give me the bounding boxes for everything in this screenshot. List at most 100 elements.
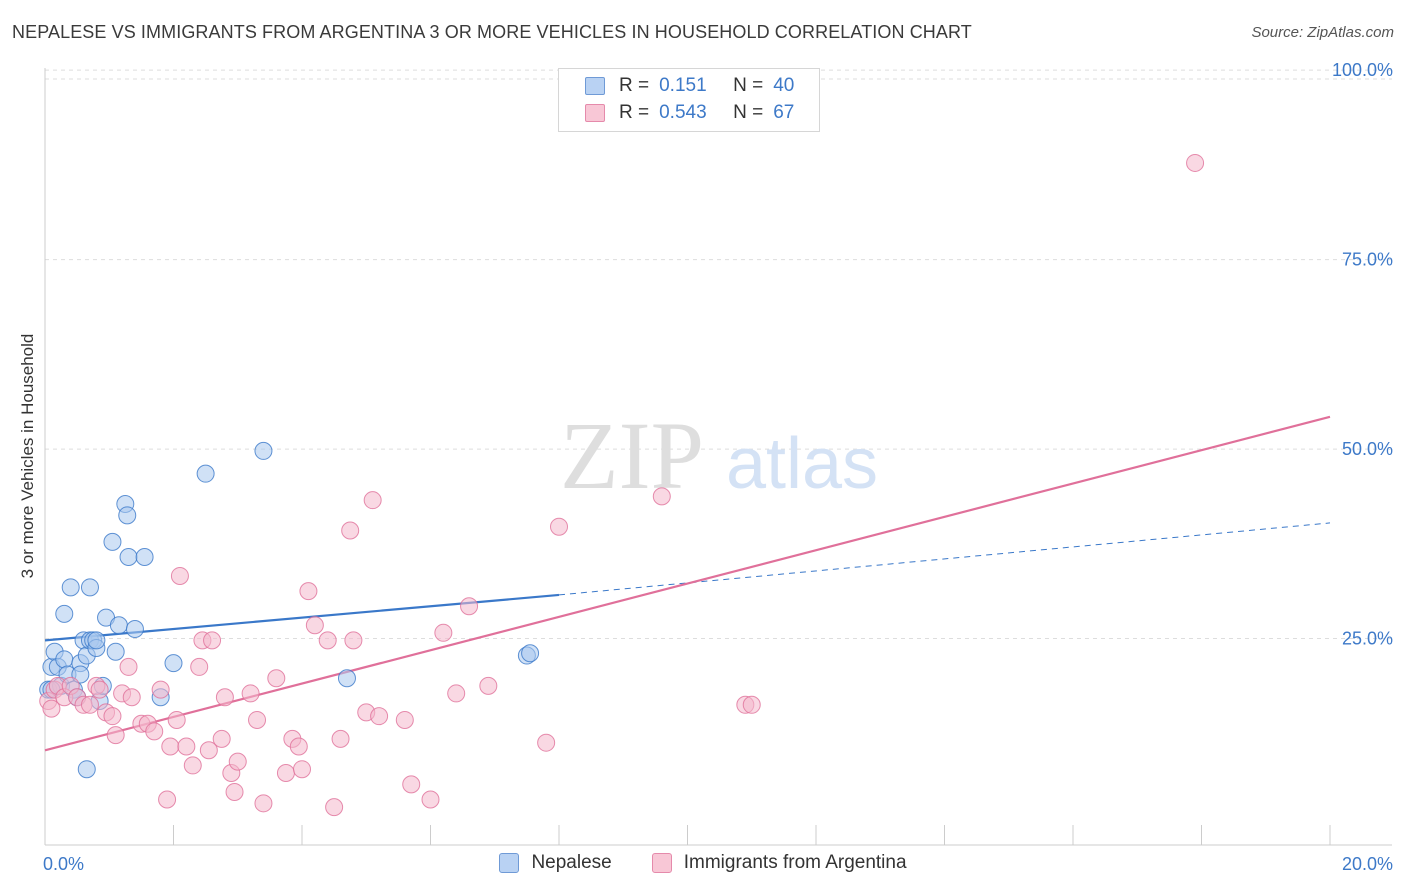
series-swatch-argentina — [651, 853, 672, 873]
y-axis-label: 3 or more Vehicles in Household — [18, 333, 37, 579]
legend-r-label: R = — [619, 102, 650, 123]
source-note: Source: ZipAtlas.com — [1251, 24, 1394, 41]
point-argentina — [289, 737, 308, 756]
point-argentina — [550, 517, 568, 536]
point-nepalese — [135, 548, 154, 567]
point-nepalese — [254, 441, 273, 460]
point-argentina — [190, 657, 209, 676]
y-tick-label: 75.0% — [1342, 250, 1393, 270]
point-argentina — [267, 669, 286, 688]
point-nepalese — [337, 669, 356, 688]
legend-row-argentina: R = 0.543 N = 67 — [585, 100, 794, 126]
point-argentina — [325, 798, 344, 817]
point-argentina — [318, 631, 337, 650]
legend-r-value-nepalese: 0.151 — [659, 75, 707, 96]
legend-n-value-argentina: 67 — [773, 102, 795, 123]
point-argentina — [80, 695, 99, 714]
point-argentina — [276, 764, 295, 783]
y-tick-label: 100.0% — [1332, 60, 1393, 80]
point-argentina — [248, 710, 267, 729]
point-nepalese — [164, 654, 183, 673]
point-argentina — [212, 729, 231, 748]
point-nepalese — [118, 506, 137, 525]
point-nepalese — [125, 620, 144, 639]
legend-r-label: R = — [619, 75, 650, 96]
point-argentina — [344, 631, 363, 650]
point-argentina — [402, 775, 421, 794]
point-argentina — [447, 684, 466, 703]
point-argentina — [215, 688, 234, 707]
point-argentina — [460, 597, 479, 616]
point-argentina — [225, 782, 244, 801]
point-argentina — [199, 741, 218, 760]
point-argentina — [90, 680, 109, 699]
legend-n-label: N = — [733, 102, 764, 123]
point-argentina — [151, 680, 170, 699]
point-nepalese — [80, 578, 99, 597]
point-argentina — [161, 737, 180, 756]
point-argentina — [241, 684, 260, 703]
legend-r-value-argentina: 0.543 — [659, 102, 707, 123]
point-nepalese — [103, 532, 122, 551]
watermark: ZIP atlas — [560, 402, 878, 509]
point-argentina — [331, 729, 350, 748]
legend-row-nepalese: R = 0.151 N = 40 — [585, 73, 794, 99]
trend-line-dashed-nepalese — [558, 522, 1331, 596]
legend-n-value-nepalese: 40 — [773, 75, 795, 96]
point-argentina — [122, 688, 141, 707]
point-argentina — [341, 521, 360, 540]
series-label-argentina: Immigrants from Argentina — [683, 852, 907, 873]
point-nepalese — [55, 650, 74, 669]
point-nepalese — [119, 548, 138, 567]
axes — [44, 68, 1392, 846]
point-argentina — [1186, 153, 1205, 172]
legend-swatch-argentina — [585, 104, 605, 122]
series-legend: Nepalese Immigrants from Argentina — [0, 852, 1406, 874]
series-legend-argentina[interactable]: Immigrants from Argentina — [651, 852, 907, 874]
tick-labels: 25.0% 50.0% 75.0% 100.0% 0.0% 20.0% — [43, 60, 1393, 874]
point-argentina — [158, 790, 177, 809]
point-nepalese — [521, 644, 540, 663]
watermark-atlas: atlas — [726, 424, 878, 504]
point-argentina — [293, 760, 311, 779]
series-label-nepalese: Nepalese — [531, 852, 612, 873]
point-argentina — [305, 616, 324, 635]
point-argentina — [363, 491, 382, 510]
point-nepalese — [77, 760, 96, 779]
point-argentina — [103, 707, 122, 726]
grid-lines — [45, 69, 1392, 640]
point-argentina — [742, 695, 761, 714]
point-nepalese — [87, 631, 106, 650]
point-argentina — [145, 722, 164, 741]
legend-n-label: N = — [733, 75, 764, 96]
x-tick-label: 0.0% — [43, 854, 84, 874]
point-argentina — [170, 566, 189, 585]
point-argentina — [177, 737, 196, 756]
point-argentina — [537, 733, 556, 752]
series-legend-nepalese[interactable]: Nepalese — [499, 852, 612, 874]
watermark-zip: ZIP — [560, 402, 704, 509]
point-argentina — [167, 710, 186, 729]
point-argentina — [203, 631, 222, 650]
y-tick-label: 25.0% — [1342, 629, 1393, 649]
chart-title: NEPALESE VS IMMIGRANTS FROM ARGENTINA 3 … — [12, 22, 972, 42]
point-nepalese — [61, 578, 80, 597]
point-argentina — [370, 707, 389, 726]
correlation-legend: R = 0.151 N = 40 R = 0.543 N = 67 — [558, 68, 820, 132]
point-argentina — [228, 752, 247, 771]
point-nepalese — [55, 604, 74, 623]
point-argentina — [183, 756, 202, 775]
y-tick-label: 50.0% — [1342, 439, 1393, 459]
point-argentina — [652, 487, 671, 506]
point-nepalese — [196, 464, 215, 483]
point-argentina — [299, 582, 318, 601]
point-argentina — [42, 699, 61, 718]
point-argentina — [479, 676, 498, 695]
point-argentina — [106, 726, 125, 745]
point-nepalese — [106, 642, 125, 661]
legend-swatch-nepalese — [585, 77, 605, 95]
point-argentina — [421, 790, 440, 809]
series-swatch-nepalese — [499, 853, 520, 873]
point-argentina — [434, 623, 453, 642]
